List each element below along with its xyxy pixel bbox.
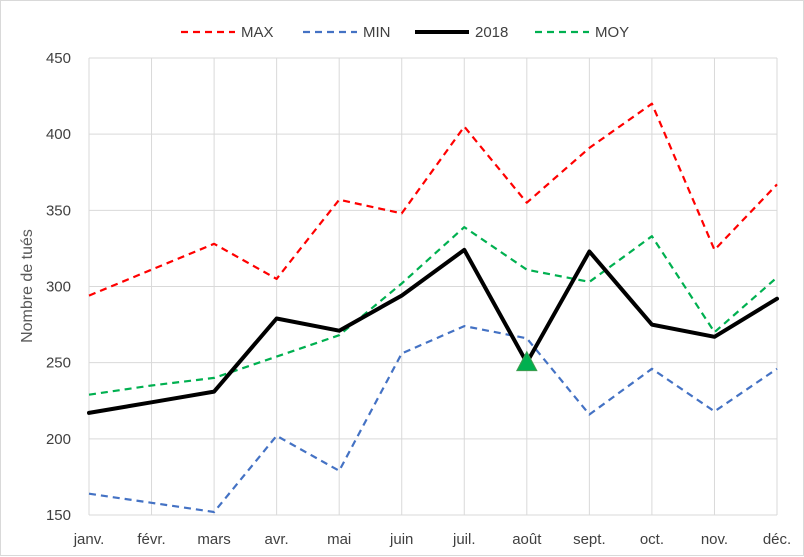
- highlight-marker: [515, 350, 538, 372]
- x-tick-label: juin: [389, 531, 413, 548]
- x-tick-label: août: [512, 531, 542, 548]
- x-tick-label: juil.: [452, 531, 476, 548]
- x-tick-label: févr.: [137, 531, 165, 548]
- y-tick-label: 400: [46, 126, 71, 143]
- series-line-min: [88, 325, 778, 514]
- y-tick-label: 450: [46, 50, 71, 67]
- series-lines: [87, 102, 779, 514]
- legend-label: MIN: [363, 24, 391, 41]
- x-tick-label: sept.: [573, 531, 606, 548]
- x-tick-label: avr.: [265, 531, 289, 548]
- legend: MAX MIN 2018 MOY: [181, 24, 629, 41]
- x-tick-labels: janv. févr. mars avr. mai juin juil. août sept. o…: [73, 531, 791, 548]
- grid: [88, 57, 778, 516]
- series-line-2018: [87, 247, 779, 415]
- legend-label: MAX: [241, 24, 274, 41]
- x-tick-label: nov.: [701, 531, 728, 548]
- x-tick-label: mai: [327, 531, 351, 548]
- x-tick-label: mars: [197, 531, 230, 548]
- y-axis-label: Nombre de tués: [19, 229, 36, 343]
- x-tick-label: oct.: [640, 531, 664, 548]
- y-tick-labels: 150 200 250 300 350 400 450: [46, 50, 71, 524]
- triangle-marker: [515, 350, 538, 372]
- legend-label: MOY: [595, 24, 629, 41]
- y-tick-label: 200: [46, 431, 71, 448]
- x-tick-label: déc.: [763, 531, 791, 548]
- series-line-max: [88, 102, 778, 297]
- y-tick-label: 250: [46, 355, 71, 372]
- y-tick-label: 350: [46, 202, 71, 219]
- y-tick-label: 300: [46, 279, 71, 296]
- x-tick-label: janv.: [73, 531, 105, 548]
- y-tick-label: 150: [46, 507, 71, 524]
- legend-label: 2018: [475, 24, 508, 41]
